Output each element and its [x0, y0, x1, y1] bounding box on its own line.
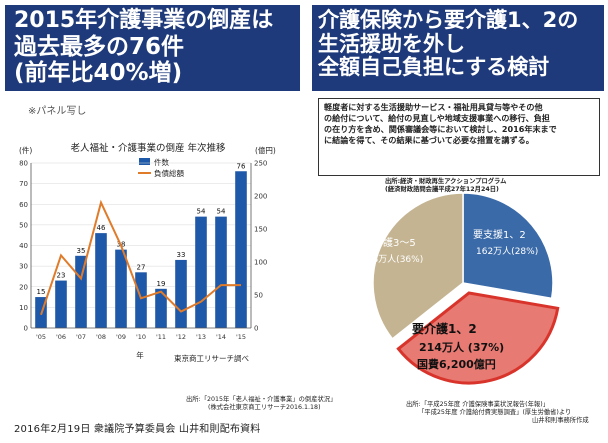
left-tick-label: 10: [19, 304, 28, 312]
left-axis-ticks: 0 10 20 30 40 50 60 70 80: [19, 160, 28, 333]
pie-slice-care-1-2: [396, 291, 560, 385]
slice-support-label: 要支援1、2: [473, 228, 526, 241]
count-bar-label: 19: [157, 280, 166, 288]
count-bar-label: 54: [197, 208, 206, 216]
right-tick-label: 0: [254, 325, 258, 333]
x-tick-label: '08: [96, 333, 106, 341]
right-tick-label: 150: [254, 226, 267, 234]
count-bar: [195, 216, 207, 328]
x-tick-label: '07: [76, 333, 86, 341]
chart-title: 老人福祉・介護事業の倒産 年次推移: [70, 142, 226, 154]
count-bar-label: 76: [237, 162, 246, 170]
chart-source: 出所:「2015年「老人福祉・介護事業」の倒産状況」 (株式会社東京商工リサーチ…: [186, 396, 336, 412]
legend: 件数 負債総額: [138, 157, 184, 178]
description-source: 出所:経済・財政再生アクションプログラム (経済財政諮問会議平成27年12月24…: [385, 178, 506, 194]
x-tick-label: '06: [56, 333, 66, 341]
pie-slice-support-1-2: [462, 192, 554, 300]
debt-line: [40, 199, 241, 316]
right-tick-label: 100: [254, 259, 267, 267]
count-bar: [155, 288, 167, 328]
left-tick-label: 20: [19, 283, 28, 291]
slice-support-value: 162万人(28%): [476, 246, 538, 257]
slice-care-1-2-value: 214万人 (37%): [419, 340, 504, 354]
chart-source-line-2: (株式会社東京商工リサーチ2016.1.18): [208, 404, 321, 412]
slice-care-3-5-label: 要介護3～5: [363, 236, 416, 249]
slice-care-1-2-extra: 国費6,200億円: [417, 357, 496, 371]
x-tick-label: '10: [136, 333, 146, 341]
count-bar-label: 23: [57, 272, 66, 280]
left-tick-label: 70: [19, 180, 28, 188]
left-headline-line-1: 2015年介護事業の倒産は: [14, 8, 274, 33]
count-bar: [235, 171, 247, 328]
legend-bar-swatch: [139, 158, 150, 165]
pie-source-line-1: 出所:「平成25年度 介護保険事業状況報告(年報)」: [406, 401, 549, 408]
description-source-line-1: 出所:経済・財政再生アクションプログラム: [385, 178, 507, 185]
bankruptcy-trend-chart: 老人福祉・介護事業の倒産 年次推移 (件) (億円) 件数 負債総額 0 10 20…: [19, 142, 276, 363]
description-line-3: の在り方を含め、関係審議会等において検討し、2016年末まで: [324, 124, 557, 135]
left-tick-label: 40: [19, 242, 28, 250]
count-bar-label: 33: [177, 251, 186, 259]
count-bars: [35, 171, 247, 328]
right-headline-line-2: 生活援助を外し: [318, 31, 465, 56]
x-axis-label: 年: [136, 350, 144, 360]
left-tick-label: 30: [19, 263, 28, 271]
right-headline-banner: 介護保険から要介護1、2の 生活援助を外し 全額自己負担にする検討: [312, 5, 604, 91]
legend-line-label: 負債総額: [154, 168, 184, 178]
right-axis-unit: (億円): [255, 145, 276, 155]
right-axis-ticks: 0 50 100 150 200 250: [254, 160, 267, 333]
count-bar-label: 15: [37, 288, 46, 296]
count-bar: [115, 249, 127, 328]
right-tick-label: 50: [254, 292, 263, 300]
description-line-2: の給付について、給付の見直しや地域支援事業への移行、負担: [324, 113, 550, 124]
left-tick-label: 0: [24, 325, 28, 333]
pie-source-line-3: 山井和則事務所作成: [532, 417, 589, 425]
right-tick-label: 200: [254, 193, 267, 201]
description-line-4: に結論を得て、その結果に基づいて必要な措置を講ずる。: [324, 135, 534, 146]
slice-care-3-5-value: 208万人(36%): [361, 254, 423, 265]
count-bar: [175, 259, 187, 328]
slice-care-1-2-label: 要介護1、2: [412, 321, 477, 336]
x-tick-label: '14: [216, 333, 226, 341]
right-headline-line-3: 全額自己負担にする検討: [318, 55, 550, 80]
description-line-1: 軽度者に対する生活援助サービス・福祉用具貸与等やその他: [324, 102, 543, 112]
chart-source-line-1: 出所:「2015年「老人福祉・介護事業」の倒産状況」: [186, 396, 337, 403]
chart-gridlines: [31, 162, 251, 308]
left-tick-label: 50: [19, 221, 28, 229]
pie-slice-care-3-5: [372, 192, 464, 340]
legend-bar-label: 件数: [154, 157, 169, 167]
x-tick-label: '13: [196, 333, 206, 341]
footer-caption: 2016年2月19日 衆議院予算委員会 山井和則配布資料: [14, 424, 261, 435]
left-headline-line-2: 過去最多の76件: [14, 33, 185, 60]
x-axis-ticks: '05 '06 '07 '08 '09 '10 '11 '12 '13 '14 '15: [36, 333, 246, 341]
panel-note: ※パネル写し: [28, 106, 87, 117]
count-bar: [75, 255, 87, 328]
left-axis-unit: (件): [19, 145, 32, 155]
description-source-line-2: (経済財政諮問会議平成27年12月24日): [385, 186, 499, 194]
count-bar: [55, 280, 67, 328]
count-bar-label: 27: [137, 263, 146, 271]
x-tick-label: '05: [36, 333, 46, 341]
count-bar-label: 35: [77, 247, 86, 255]
count-bar: [135, 272, 147, 328]
count-bar-label: 54: [217, 208, 226, 216]
count-bar-label: 46: [97, 224, 106, 232]
right-headline-line-1: 介護保険から要介護1、2の: [318, 8, 579, 32]
care-level-pie-chart: 要支援1、2 162万人(28%) 要介護3～5 208万人(36%) 要介護1…: [361, 192, 560, 385]
chart-credit: 東京商工リサーチ調べ: [174, 353, 249, 363]
left-headline-line-3: (前年比40%増): [14, 59, 183, 86]
left-tick-label: 80: [19, 160, 28, 168]
left-tick-label: 60: [19, 201, 28, 209]
pie-source-line-2: 「平成25年度 介護給付費実態調査」(厚生労働省)より: [418, 409, 572, 417]
left-headline-banner: 2015年介護事業の倒産は 過去最多の76件 (前年比40%増): [5, 5, 300, 91]
pie-source: 出所:「平成25年度 介護保険事業状況報告(年報)」 「平成25年度 介護給付費…: [406, 401, 589, 426]
count-bar: [215, 216, 227, 328]
policy-description-box: 軽度者に対する生活援助サービス・福祉用具貸与等やその他 の給付について、給付の見…: [318, 98, 600, 176]
x-tick-label: '09: [116, 333, 126, 341]
right-tick-label: 250: [254, 160, 267, 168]
x-tick-label: '15: [236, 333, 246, 341]
count-bar: [95, 233, 107, 328]
x-tick-label: '11: [156, 333, 166, 341]
x-tick-label: '12: [176, 333, 186, 341]
